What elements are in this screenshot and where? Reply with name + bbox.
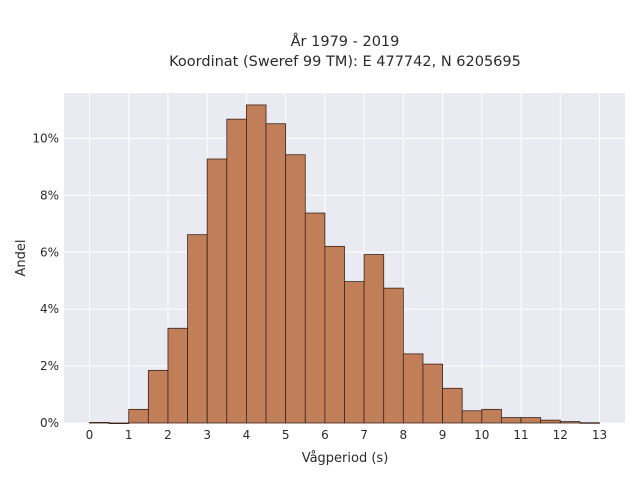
y-tick-label: 0% [40, 416, 59, 430]
histogram-bar [461, 410, 483, 424]
histogram-bar [89, 422, 110, 424]
x-tick-label: 1 [125, 428, 133, 442]
histogram-bar [304, 212, 326, 424]
x-axis-label: Vågperiod (s) [302, 451, 389, 466]
x-tick-label: 13 [592, 428, 607, 442]
histogram-bar [579, 422, 600, 424]
chart-title: År 1979 - 2019 [291, 33, 400, 50]
histogram-bar [246, 104, 267, 424]
x-tick-label: 2 [164, 428, 172, 442]
histogram-bar [501, 417, 522, 424]
histogram-bar [520, 417, 542, 424]
y-tick-label: 2% [40, 359, 59, 373]
histogram-bar [422, 363, 443, 424]
x-tick-label: 7 [360, 428, 368, 442]
histogram-bar [481, 408, 502, 424]
x-tick-label: 0 [86, 428, 94, 442]
histogram-bar [206, 158, 228, 424]
histogram-bar [363, 254, 385, 424]
x-tick-label: 4 [243, 428, 251, 442]
x-tick-label: 10 [474, 428, 489, 442]
histogram-bar [187, 234, 208, 424]
x-tick-label: 12 [553, 428, 568, 442]
bars [89, 104, 600, 425]
y-axis-ticks: 0% 2% 4% 6% 8% 10% [32, 132, 59, 430]
x-tick-label: 3 [203, 428, 211, 442]
histogram-bar [285, 154, 306, 424]
histogram-bar [402, 353, 424, 424]
y-tick-label: 4% [40, 302, 59, 316]
y-tick-label: 10% [32, 132, 59, 146]
y-tick-label: 8% [40, 188, 59, 202]
y-axis-label: Andel [14, 240, 29, 277]
histogram-bar [442, 387, 463, 424]
histogram-bar [324, 245, 345, 424]
x-tick-label: 9 [439, 428, 447, 442]
histogram-bar [128, 408, 149, 424]
histogram-bar [147, 369, 169, 424]
histogram-bar [226, 118, 247, 424]
histogram-bar [265, 123, 287, 424]
histogram-bar [344, 281, 365, 424]
histogram-bar [559, 421, 581, 424]
x-tick-label: 5 [282, 428, 290, 442]
x-tick-label: 6 [321, 428, 329, 442]
histogram-bar [383, 287, 404, 424]
histogram-bar [108, 422, 130, 425]
histogram-bar [540, 419, 561, 424]
x-axis-ticks: 0 1 2 3 4 5 6 7 8 9 10 11 12 13 [86, 428, 607, 442]
histogram-bar [167, 327, 188, 424]
x-tick-label: 8 [400, 428, 408, 442]
y-tick-label: 6% [40, 245, 59, 259]
chart-subtitle: Koordinat (Sweref 99 TM): E 477742, N 62… [169, 54, 521, 70]
x-tick-label: 11 [513, 428, 528, 442]
